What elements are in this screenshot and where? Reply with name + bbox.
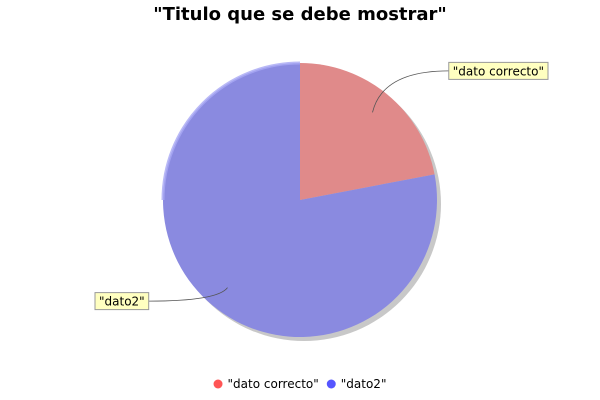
pie-slice-1	[300, 63, 435, 200]
slice-label-box-2	[94, 292, 150, 311]
label-leader-line-1	[372, 70, 449, 113]
legend-marker-1	[213, 379, 223, 389]
slice-label-box-1	[448, 61, 549, 80]
chart-title: "Titulo que se debe mostrar"	[153, 4, 447, 25]
label-leader-line-2	[148, 287, 228, 302]
legend-label-1: "dato correcto"	[228, 377, 319, 391]
pie-slice-layer	[161, 61, 438, 338]
slice-label-2: "dato2"	[99, 295, 145, 309]
legend: "dato correcto" "dato2"	[213, 377, 387, 391]
legend-marker-2	[326, 379, 336, 389]
pie-label-layer: "dato correcto" "dato2"	[94, 61, 549, 311]
slice-label-1: "dato correcto"	[453, 64, 544, 78]
pie-rim-highlight	[161, 61, 301, 201]
legend-label-2: "dato2"	[341, 377, 387, 391]
pie-slice-2	[163, 63, 438, 338]
